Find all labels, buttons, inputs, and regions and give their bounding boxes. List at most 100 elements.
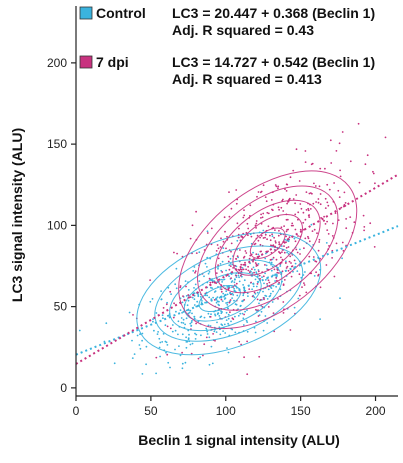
data-point (314, 260, 317, 262)
data-point (305, 291, 308, 294)
data-point (201, 300, 203, 302)
data-point (286, 251, 288, 254)
data-point (187, 294, 190, 296)
data-point (272, 244, 275, 247)
data-point (255, 220, 258, 222)
density-contour-control (136, 231, 322, 356)
data-point (184, 361, 187, 364)
data-point (210, 313, 212, 316)
data-point (266, 238, 268, 241)
data-point (258, 355, 261, 358)
data-point (288, 236, 291, 239)
data-point (188, 311, 191, 314)
data-point (222, 292, 225, 295)
density-contour-control (198, 284, 241, 313)
data-point (198, 251, 201, 254)
data-point (297, 218, 299, 221)
data-point (193, 315, 196, 318)
data-point (218, 304, 221, 307)
data-point (262, 275, 265, 278)
data-point (303, 282, 305, 284)
data-point (206, 294, 209, 297)
data-point (258, 274, 261, 277)
data-point (287, 240, 290, 243)
data-point (251, 295, 254, 298)
data-point (224, 230, 226, 233)
data-point (237, 274, 240, 277)
data-point (363, 226, 366, 228)
data-point (217, 267, 219, 270)
y-tick-label: 150 (47, 137, 67, 151)
data-point (145, 345, 148, 348)
data-point (210, 286, 212, 289)
data-point (299, 228, 302, 231)
data-point (299, 248, 301, 251)
data-point (289, 255, 292, 258)
data-point (319, 167, 322, 170)
data-point (216, 321, 218, 324)
data-point (226, 293, 229, 296)
data-point (278, 251, 280, 253)
data-point (238, 227, 240, 230)
data-point (215, 301, 218, 304)
data-point (248, 288, 251, 290)
data-point (192, 270, 195, 272)
data-point (238, 276, 241, 279)
data-point (207, 312, 210, 315)
fit-line-layer (75, 173, 399, 365)
data-point (226, 301, 229, 304)
data-point (363, 229, 365, 232)
y-tick-label: 100 (47, 218, 67, 232)
data-point (185, 309, 188, 312)
data-point (182, 295, 184, 297)
data-point (195, 322, 198, 325)
data-point (227, 255, 230, 258)
data-point (268, 281, 271, 284)
data-point (241, 300, 244, 303)
data-point (260, 213, 262, 216)
data-point (221, 260, 224, 263)
legend-label-control: Control (96, 5, 146, 21)
data-point (170, 293, 173, 295)
data-point (278, 208, 280, 211)
data-point (293, 306, 296, 309)
data-point (323, 219, 325, 222)
data-point (300, 207, 303, 210)
data-point (304, 271, 306, 273)
data-point (243, 209, 245, 212)
data-point (270, 199, 273, 201)
data-point (220, 290, 223, 293)
data-point (185, 336, 188, 339)
data-point (277, 187, 279, 190)
data-point (165, 303, 168, 306)
data-point (294, 228, 297, 231)
data-point (237, 308, 239, 310)
equation-7dpi: LC3 = 14.727 + 0.542 (Beclin 1) (172, 54, 375, 70)
data-point (340, 206, 343, 209)
data-point (329, 139, 332, 142)
data-point (220, 237, 222, 240)
data-point (264, 315, 267, 317)
data-point (235, 274, 238, 277)
data-point (172, 316, 175, 319)
data-point (243, 214, 246, 217)
data-point (208, 336, 211, 339)
data-point (272, 290, 274, 293)
data-point (252, 285, 255, 288)
data-point (235, 257, 237, 260)
data-point (304, 218, 307, 221)
data-point (269, 234, 271, 237)
data-point (185, 317, 188, 320)
data-point (246, 340, 249, 343)
data-point (179, 354, 182, 357)
data-point (182, 318, 185, 321)
data-point (206, 230, 209, 233)
data-point (139, 347, 142, 350)
data-point (179, 309, 182, 311)
data-point (317, 273, 320, 276)
density-contour-7dpi (197, 185, 339, 311)
data-point (342, 249, 345, 252)
data-point (246, 373, 249, 376)
data-point (235, 202, 238, 205)
data-point (289, 176, 292, 179)
